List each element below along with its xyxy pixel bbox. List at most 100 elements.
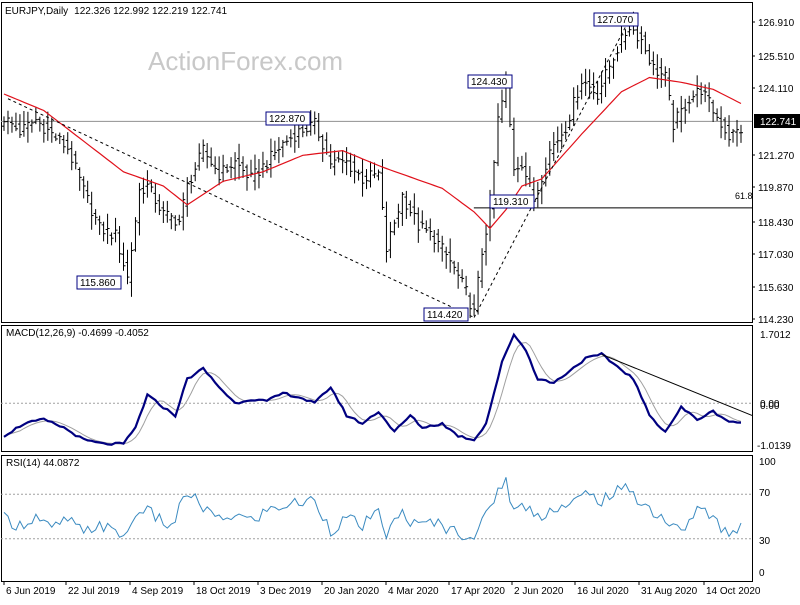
price-bar xyxy=(551,132,556,162)
macd-tick-label: 1.7012 xyxy=(760,330,791,341)
price-bar xyxy=(81,176,86,199)
price-bar xyxy=(137,182,142,236)
annotation-box xyxy=(265,111,311,126)
price-annotation: 122.870 xyxy=(265,111,311,126)
annotation-box xyxy=(489,194,535,209)
price-bar xyxy=(332,150,337,176)
price-bar xyxy=(583,68,588,96)
price-bar xyxy=(252,154,257,191)
date-tick-label: 2 Jun 2020 xyxy=(514,586,564,597)
price-bar xyxy=(61,135,66,154)
price-tick-label: 118.430 xyxy=(758,218,794,229)
price-bar xyxy=(523,152,528,187)
price-bar xyxy=(233,152,238,181)
price-bar xyxy=(145,170,150,198)
price-bar xyxy=(671,99,676,143)
price-bar xyxy=(280,139,285,158)
rsi-tick-label: 0 xyxy=(759,568,765,579)
price-bar xyxy=(404,190,409,219)
price-bar xyxy=(133,217,138,252)
price-tick-label: 119.870 xyxy=(758,183,794,194)
chart-header: EURJPY,Daily 122.326 122.992 122.219 122.… xyxy=(5,6,228,17)
price-bar xyxy=(707,82,712,113)
price-bar xyxy=(73,150,78,170)
price-bar xyxy=(153,182,158,213)
price-bar xyxy=(484,224,489,266)
price-bar xyxy=(225,164,230,174)
price-bar xyxy=(452,260,457,275)
date-tick-label: 3 Dec 2019 xyxy=(260,586,312,597)
price-bar xyxy=(288,129,293,148)
price-bar xyxy=(352,154,357,184)
date-tick-label: 4 Mar 2020 xyxy=(388,586,439,597)
price-bar xyxy=(647,44,652,66)
price-bar xyxy=(499,89,504,124)
price-bar xyxy=(460,269,465,283)
price-annotation: 127.070 xyxy=(593,12,639,27)
price-bar xyxy=(679,95,684,133)
price-bar xyxy=(356,169,361,181)
price-annotation: 119.310 xyxy=(489,194,535,209)
date-tick-label: 22 Jul 2019 xyxy=(68,586,120,597)
annotation-label: 127.070 xyxy=(597,15,634,26)
date-tick-label: 16 Jul 2020 xyxy=(577,586,629,597)
price-bar xyxy=(695,75,700,108)
price-bar xyxy=(424,220,429,233)
annotation-label: 119.310 xyxy=(493,197,529,208)
price-bar xyxy=(348,152,353,177)
date-tick-label: 6 Jun 2019 xyxy=(6,586,56,597)
price-bar xyxy=(49,117,54,143)
price-tick-label: 124.110 xyxy=(758,84,794,95)
price-bar xyxy=(511,117,516,177)
price-bar xyxy=(611,57,616,79)
price-bar xyxy=(735,119,740,147)
price-bar xyxy=(141,177,146,204)
price-bar xyxy=(21,110,26,137)
price-bar xyxy=(519,155,524,171)
price-bar xyxy=(89,191,94,230)
price-bar xyxy=(268,138,273,178)
rsi-line xyxy=(3,477,742,541)
price-bar xyxy=(165,200,170,223)
macd-tick-label: 0.00 xyxy=(760,401,780,412)
price-bar xyxy=(9,116,14,133)
ohlc-values: 122.326 122.992 122.219 122.741 xyxy=(74,6,227,17)
price-bar xyxy=(53,133,58,142)
date-tick-label: 14 Oct 2020 xyxy=(706,586,761,597)
price-bar xyxy=(17,114,22,138)
price-bar xyxy=(205,143,210,169)
annotation-label: 114.420 xyxy=(427,310,463,321)
price-bar xyxy=(181,192,186,231)
macd-title: MACD(12,26,9) -0.4699 -0.4052 xyxy=(6,328,149,339)
price-bar xyxy=(456,262,461,289)
price-bar xyxy=(639,26,644,55)
price-bar xyxy=(723,117,728,140)
price-bar xyxy=(615,46,620,62)
date-tick-label: 18 Oct 2019 xyxy=(196,586,251,597)
macd-tick-label: 0.00 xyxy=(760,399,780,410)
price-bar xyxy=(101,221,106,242)
price-bar xyxy=(440,235,445,262)
price-bar xyxy=(221,154,226,183)
price-bar xyxy=(472,294,477,316)
price-bar xyxy=(328,144,333,169)
price-bar xyxy=(675,107,680,129)
price-bar xyxy=(13,112,18,132)
price-bar xyxy=(213,156,218,175)
watermark: ActionForex.com xyxy=(148,46,343,76)
price-bar xyxy=(177,214,182,226)
price-bar xyxy=(595,80,600,105)
price-bar xyxy=(579,73,584,100)
price-bar xyxy=(312,111,317,135)
price-bar xyxy=(209,147,214,167)
price-bar xyxy=(5,110,10,135)
price-bar xyxy=(264,160,269,174)
price-bar xyxy=(77,167,82,191)
price-bar xyxy=(623,29,628,50)
price-bar xyxy=(388,221,393,259)
price-bar xyxy=(372,162,377,179)
price-bar xyxy=(607,60,612,84)
price-bar xyxy=(316,113,321,142)
